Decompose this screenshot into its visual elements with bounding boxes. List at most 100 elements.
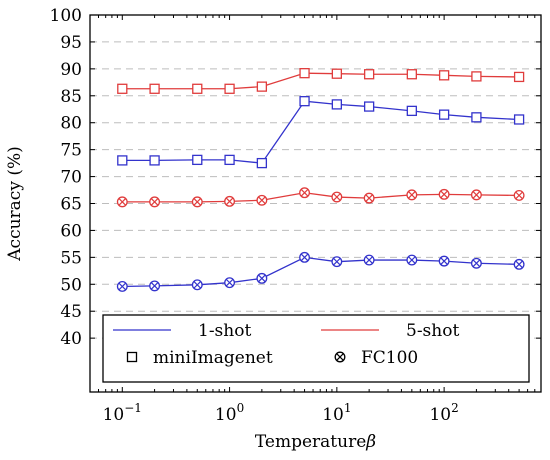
series-line: [122, 192, 520, 203]
circle-x-marker: [299, 187, 311, 199]
circle-x-marker: [191, 279, 203, 291]
series-1-shot-miniImagenet: [117, 96, 525, 169]
circle-x-marker: [116, 280, 128, 292]
y-tick-label: 45: [60, 302, 82, 322]
x-tick-exponent: 1: [344, 401, 352, 415]
y-tick-label: 60: [60, 221, 82, 241]
circle-x-marker: [299, 251, 311, 263]
x-tick-exponent: −1: [124, 401, 142, 415]
legend-item: miniImagenet: [126, 348, 273, 368]
circle-x-marker: [363, 254, 375, 266]
square-marker: [299, 96, 310, 107]
x-axis-title: Temperatureβ: [255, 432, 376, 452]
series-5-shot-FC100: [116, 187, 525, 208]
square-marker: [299, 68, 310, 79]
square-marker: [117, 83, 128, 94]
square-marker: [438, 109, 450, 120]
x-tick-base: 10: [429, 405, 451, 425]
y-tick-label: 55: [60, 248, 82, 268]
x-tick-label: 102: [429, 401, 458, 425]
grid-lines: [90, 41, 541, 339]
square-marker: [256, 157, 268, 169]
legend-item: FC100: [334, 348, 418, 368]
square-marker: [192, 154, 203, 166]
circle-x-marker: [256, 194, 268, 206]
y-tick-label: 65: [60, 195, 82, 215]
series-line: [122, 256, 520, 288]
x-tick-base: 10: [322, 405, 344, 425]
x-axis-title-text: Temperature: [255, 432, 366, 452]
square-marker: [256, 81, 268, 92]
legend: 1-shot 5-shot miniImagenet FC100: [102, 314, 530, 383]
circle-x-marker: [224, 195, 236, 207]
x-tick-base: 10: [103, 405, 125, 425]
legend-label: 5-shot: [406, 321, 459, 341]
legend-box: [102, 314, 530, 383]
circle-x-marker: [363, 192, 375, 204]
y-tick-label: 100: [50, 6, 82, 26]
y-axis: 40 45 50 55 60 65 70 75 80 85 90 95 100: [50, 6, 541, 349]
y-axis-title: Accuracy (%): [5, 146, 25, 261]
square-marker: [513, 71, 525, 83]
y-tick-label: 85: [60, 87, 82, 107]
circle-x-marker: [116, 196, 128, 208]
series-1-shot-FC100: [116, 251, 525, 292]
circle-x-marker: [331, 256, 343, 268]
circle-x-marker: [470, 257, 482, 269]
circle-x-marker: [331, 191, 343, 203]
legend-label: miniImagenet: [153, 348, 273, 368]
legend-item: 1-shot: [113, 321, 251, 341]
circle-x-marker: [149, 196, 161, 208]
square-marker: [363, 69, 375, 80]
y-tick-label: 40: [60, 329, 82, 349]
circle-x-marker: [513, 258, 525, 270]
square-marker: [331, 99, 342, 110]
y-tick-label: 90: [60, 60, 82, 80]
circle-x-marker: [191, 196, 203, 208]
series-group: [116, 68, 525, 292]
y-tick-label: 95: [60, 33, 82, 53]
circle-x-marker: [406, 189, 418, 201]
series-5-shot-miniImagenet: [117, 68, 525, 94]
square-marker: [331, 68, 342, 79]
circle-x-marker: [406, 254, 418, 266]
x-tick-base: 10: [215, 405, 237, 425]
x-axis-title-symbol: β: [365, 432, 376, 452]
square-marker: [192, 83, 203, 94]
square-marker: [224, 154, 235, 166]
square-marker: [126, 351, 138, 363]
circle-x-marker: [438, 188, 450, 200]
series-line: [122, 72, 520, 90]
legend-item: 5-shot: [321, 321, 459, 341]
square-marker: [406, 69, 417, 80]
circle-x-marker: [334, 351, 346, 363]
circle-x-marker: [470, 189, 482, 201]
y-tick-label: 70: [60, 168, 82, 188]
square-marker: [363, 101, 375, 112]
circle-x-marker: [256, 272, 268, 284]
square-marker: [149, 155, 160, 166]
x-tick-label: 101: [322, 401, 351, 425]
square-marker: [471, 71, 482, 82]
legend-label: FC100: [361, 348, 418, 368]
square-marker: [149, 83, 160, 94]
series-line: [122, 100, 520, 164]
y-tick-label: 80: [60, 114, 82, 134]
x-tick-exponent: 0: [237, 401, 245, 415]
square-marker: [471, 112, 482, 123]
x-tick-label: 10−1: [103, 401, 142, 425]
circle-x-marker: [224, 277, 236, 289]
square-marker: [513, 114, 525, 125]
square-marker: [117, 155, 128, 166]
square-marker: [406, 105, 417, 117]
square-marker: [224, 83, 235, 94]
circle-x-marker: [438, 255, 450, 267]
x-tick-exponent: 2: [451, 401, 459, 415]
x-tick-label: 100: [215, 401, 244, 425]
legend-label: 1-shot: [198, 321, 251, 341]
circle-x-marker: [149, 280, 161, 292]
circle-x-marker: [513, 189, 525, 201]
y-tick-label: 50: [60, 275, 82, 295]
square-marker: [438, 70, 450, 81]
